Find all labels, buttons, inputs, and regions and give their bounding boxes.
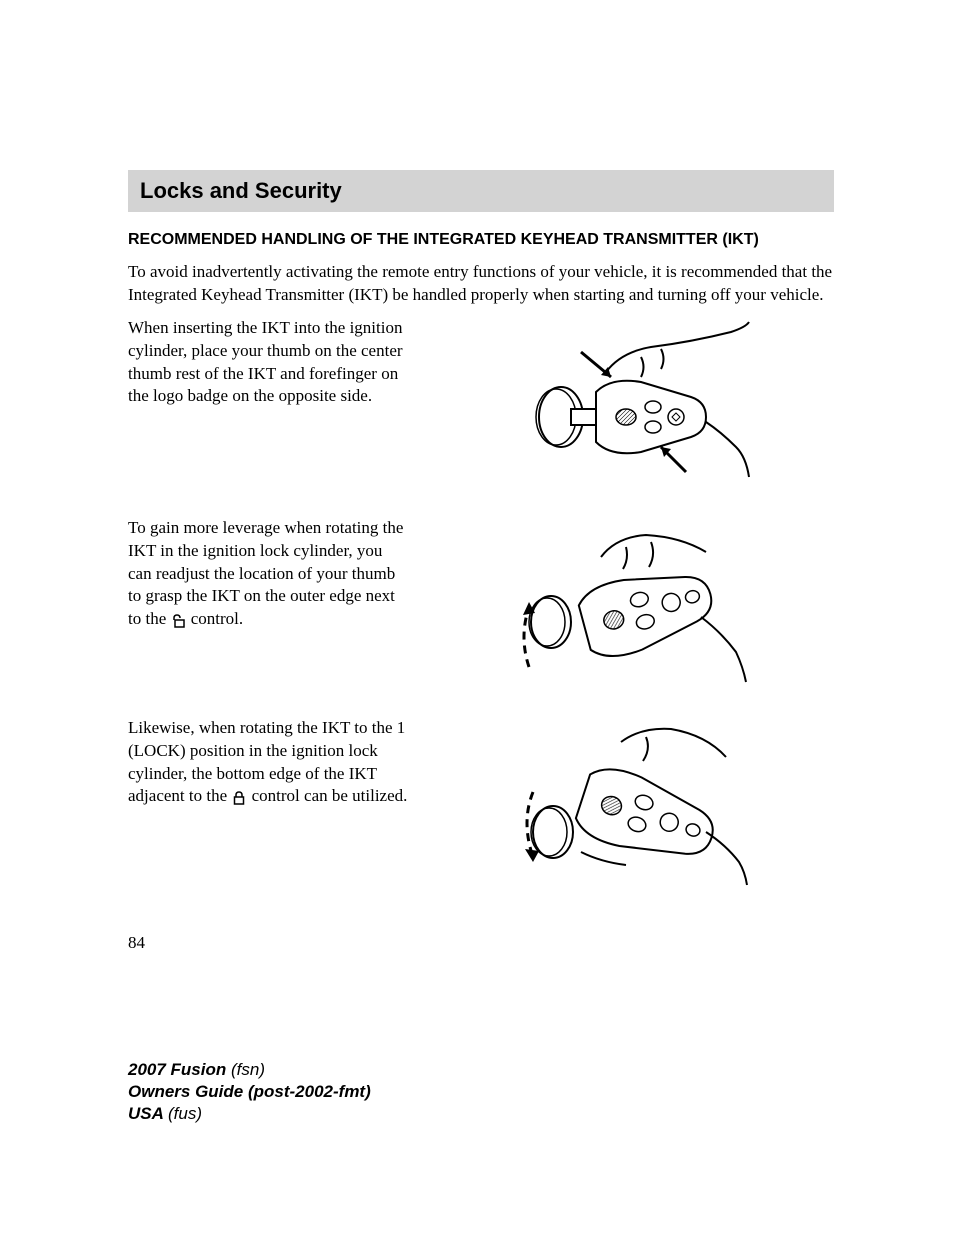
block-2-text-col: To gain more leverage when rotating the … [128, 517, 408, 642]
block-2-text: To gain more leverage when rotating the … [128, 517, 408, 632]
sub-heading: RECOMMENDED HANDLING OF THE INTEGRATED K… [128, 230, 834, 251]
unlock-icon [171, 613, 187, 629]
footer-line-1: 2007 Fusion (fsn) [128, 1059, 371, 1081]
ikt-rotate-up-illustration [511, 517, 751, 687]
footer-line-1-italic: (fsn) [231, 1060, 265, 1079]
intro-paragraph: To avoid inadvertently activating the re… [128, 261, 834, 307]
section-header-text: Locks and Security [140, 178, 342, 203]
block-3-image-col [428, 717, 834, 887]
footer-line-3: USA (fus) [128, 1103, 371, 1125]
footer-line-3-italic: (fus) [168, 1104, 202, 1123]
block-2-image-col [428, 517, 834, 687]
block-2: To gain more leverage when rotating the … [128, 517, 834, 687]
block-1-text-col: When inserting the IKT into the ignition… [128, 317, 408, 419]
footer-line-2-bold: Owners Guide (post-2002-fmt) [128, 1082, 371, 1101]
block-3-text-post: control can be utilized. [252, 786, 408, 805]
block-3: Likewise, when rotating the IKT to the 1… [128, 717, 834, 887]
block-3-text: Likewise, when rotating the IKT to the 1… [128, 717, 408, 809]
block-1-image-col [428, 317, 834, 487]
page-number: 84 [128, 933, 145, 953]
footer: 2007 Fusion (fsn) Owners Guide (post-200… [128, 1059, 371, 1125]
block-2-text-post: control. [191, 609, 243, 628]
block-1-text: When inserting the IKT into the ignition… [128, 317, 408, 409]
block-2-text-pre: To gain more leverage when rotating the … [128, 518, 403, 629]
ikt-rotate-down-illustration [511, 717, 751, 887]
footer-line-2: Owners Guide (post-2002-fmt) [128, 1081, 371, 1103]
block-3-text-col: Likewise, when rotating the IKT to the 1… [128, 717, 408, 819]
block-1: When inserting the IKT into the ignition… [128, 317, 834, 487]
section-header: Locks and Security [128, 170, 834, 212]
footer-line-1-bold: 2007 Fusion [128, 1060, 231, 1079]
footer-line-3-bold: USA [128, 1104, 168, 1123]
lock-icon [231, 790, 247, 806]
ikt-insert-illustration [511, 317, 751, 487]
